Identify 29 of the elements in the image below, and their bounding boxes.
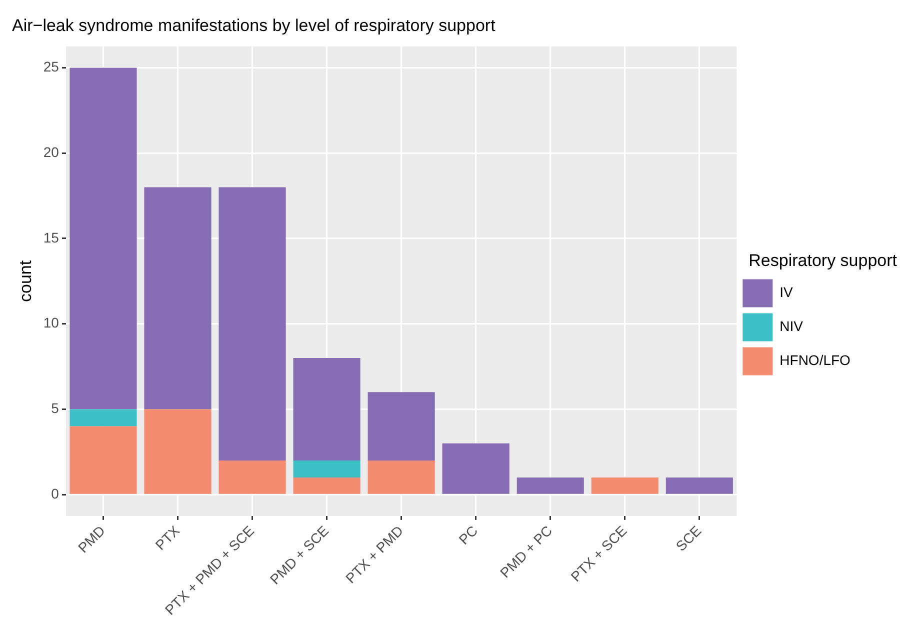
bar <box>218 460 286 494</box>
bar <box>516 478 584 494</box>
y-tick-label: 10 <box>43 314 60 331</box>
legend-label: NIV <box>780 318 804 334</box>
x-tick-label: PC <box>456 522 481 548</box>
bar <box>293 358 360 460</box>
bar <box>70 409 137 426</box>
y-tick-label: 0 <box>51 485 60 502</box>
bar <box>293 478 360 494</box>
bar <box>218 187 286 460</box>
legend-label: IV <box>780 284 794 300</box>
bar <box>368 460 435 494</box>
y-tick-label: 5 <box>51 400 60 416</box>
legend-title: Respiratory support <box>748 250 898 270</box>
y-axis-title: count <box>16 260 35 302</box>
bar <box>442 443 510 494</box>
bar <box>666 478 733 494</box>
y-tick-label: 25 <box>43 58 60 75</box>
y-tick-label: 15 <box>43 229 60 246</box>
legend-label: HFNO/LFO <box>780 352 851 368</box>
chart-title: Air−leak syndrome manifestations by level of respiratory support <box>12 16 496 35</box>
y-tick-label: 20 <box>43 144 60 160</box>
bar <box>293 460 360 478</box>
bar <box>144 409 212 494</box>
bar <box>144 187 212 410</box>
bar <box>70 68 137 410</box>
bar <box>368 392 435 460</box>
bar <box>591 478 658 494</box>
bar <box>70 426 137 494</box>
